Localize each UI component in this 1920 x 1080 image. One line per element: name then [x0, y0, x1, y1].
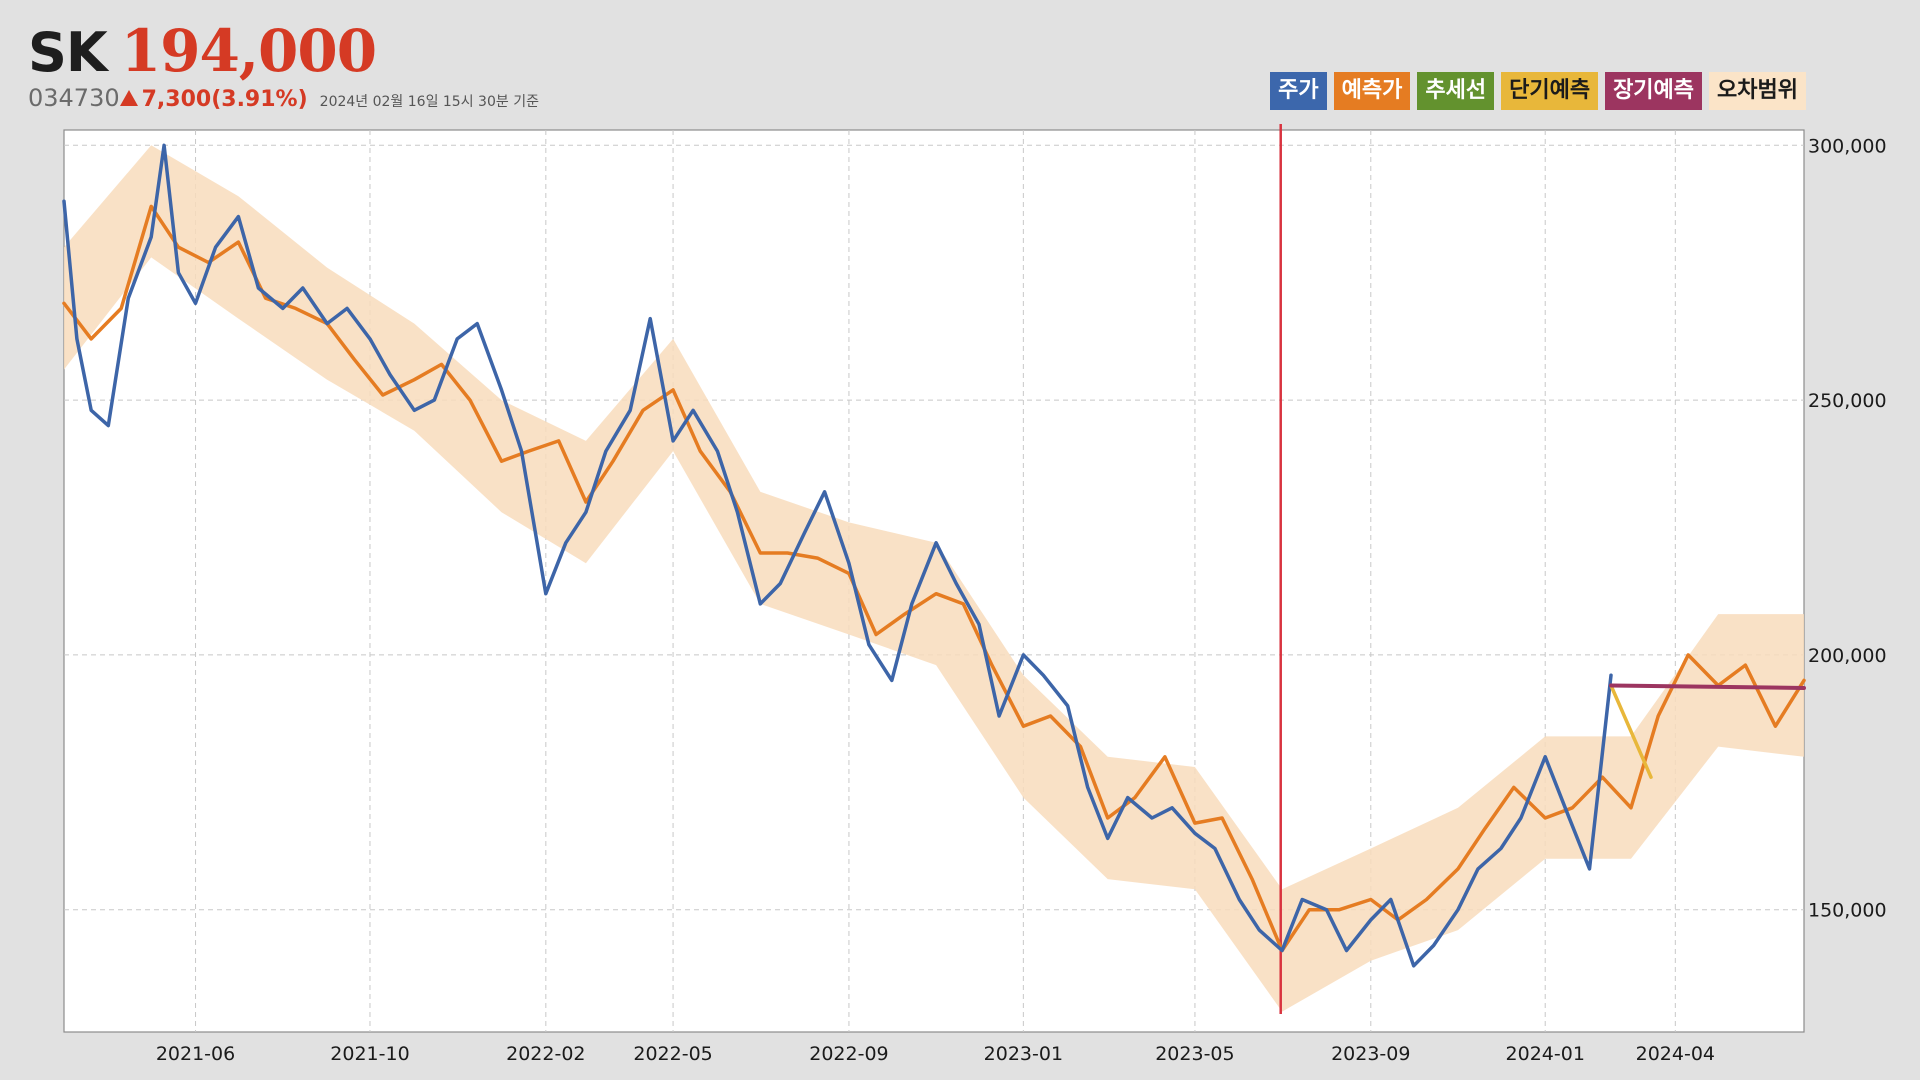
ticker-name: SK	[28, 21, 108, 84]
x-tick-label: 2024-04	[1636, 1043, 1715, 1065]
legend-item-0: 주가	[1270, 72, 1327, 110]
predicted-price-line	[62, 204, 1806, 953]
x-tick-label: 2023-01	[984, 1043, 1063, 1065]
y-tick-label: 250,000	[1808, 390, 1887, 412]
current-price: 194,000	[120, 17, 377, 85]
error-band	[64, 145, 1804, 1012]
legend-item-3: 단기예측	[1501, 72, 1599, 110]
legend-item-2: 추세선	[1417, 72, 1495, 110]
legend-item-5: 오차범위	[1709, 72, 1806, 110]
x-tick-label: 2022-09	[809, 1043, 888, 1065]
legend-item-4: 장기예측	[1605, 72, 1703, 110]
x-tick-label: 2022-05	[633, 1043, 712, 1065]
y-tick-label: 150,000	[1808, 900, 1887, 922]
x-tick-label: 2021-10	[330, 1043, 409, 1065]
axis-ticks: 150,000 200,000 250,000 300,000 2021-06 2021-…	[156, 135, 1887, 1065]
stock-header: SK 194,000 034730 7,300(3.91%) 2024년 02월…	[28, 22, 539, 112]
price-line	[62, 143, 1613, 968]
x-tick-label: 2023-05	[1155, 1043, 1234, 1065]
as-of-timestamp: 2024년 02월 16일 15시 30분 기준	[319, 94, 539, 110]
legend-item-1: 예측가	[1333, 72, 1411, 110]
y-tick-label: 300,000	[1808, 135, 1887, 157]
long-term-forecast-line	[1609, 683, 1806, 690]
y-tick-label: 200,000	[1808, 645, 1887, 667]
error-band-area	[64, 145, 1804, 1012]
chart-legend: 주가 예측가 추세선 단기예측 장기예측 오차범위	[1270, 72, 1806, 110]
series-lines	[62, 124, 1806, 1014]
x-tick-label: 2024-01	[1506, 1043, 1585, 1065]
stock-code: 034730	[28, 84, 120, 112]
x-tick-label: 2022-02	[506, 1043, 585, 1065]
x-tick-label: 2021-06	[156, 1043, 235, 1065]
short-term-forecast-line	[1609, 683, 1653, 779]
up-arrow-icon	[119, 90, 138, 106]
price-change: 7,300(3.91%)	[141, 87, 308, 112]
x-tick-label: 2023-09	[1331, 1043, 1410, 1065]
